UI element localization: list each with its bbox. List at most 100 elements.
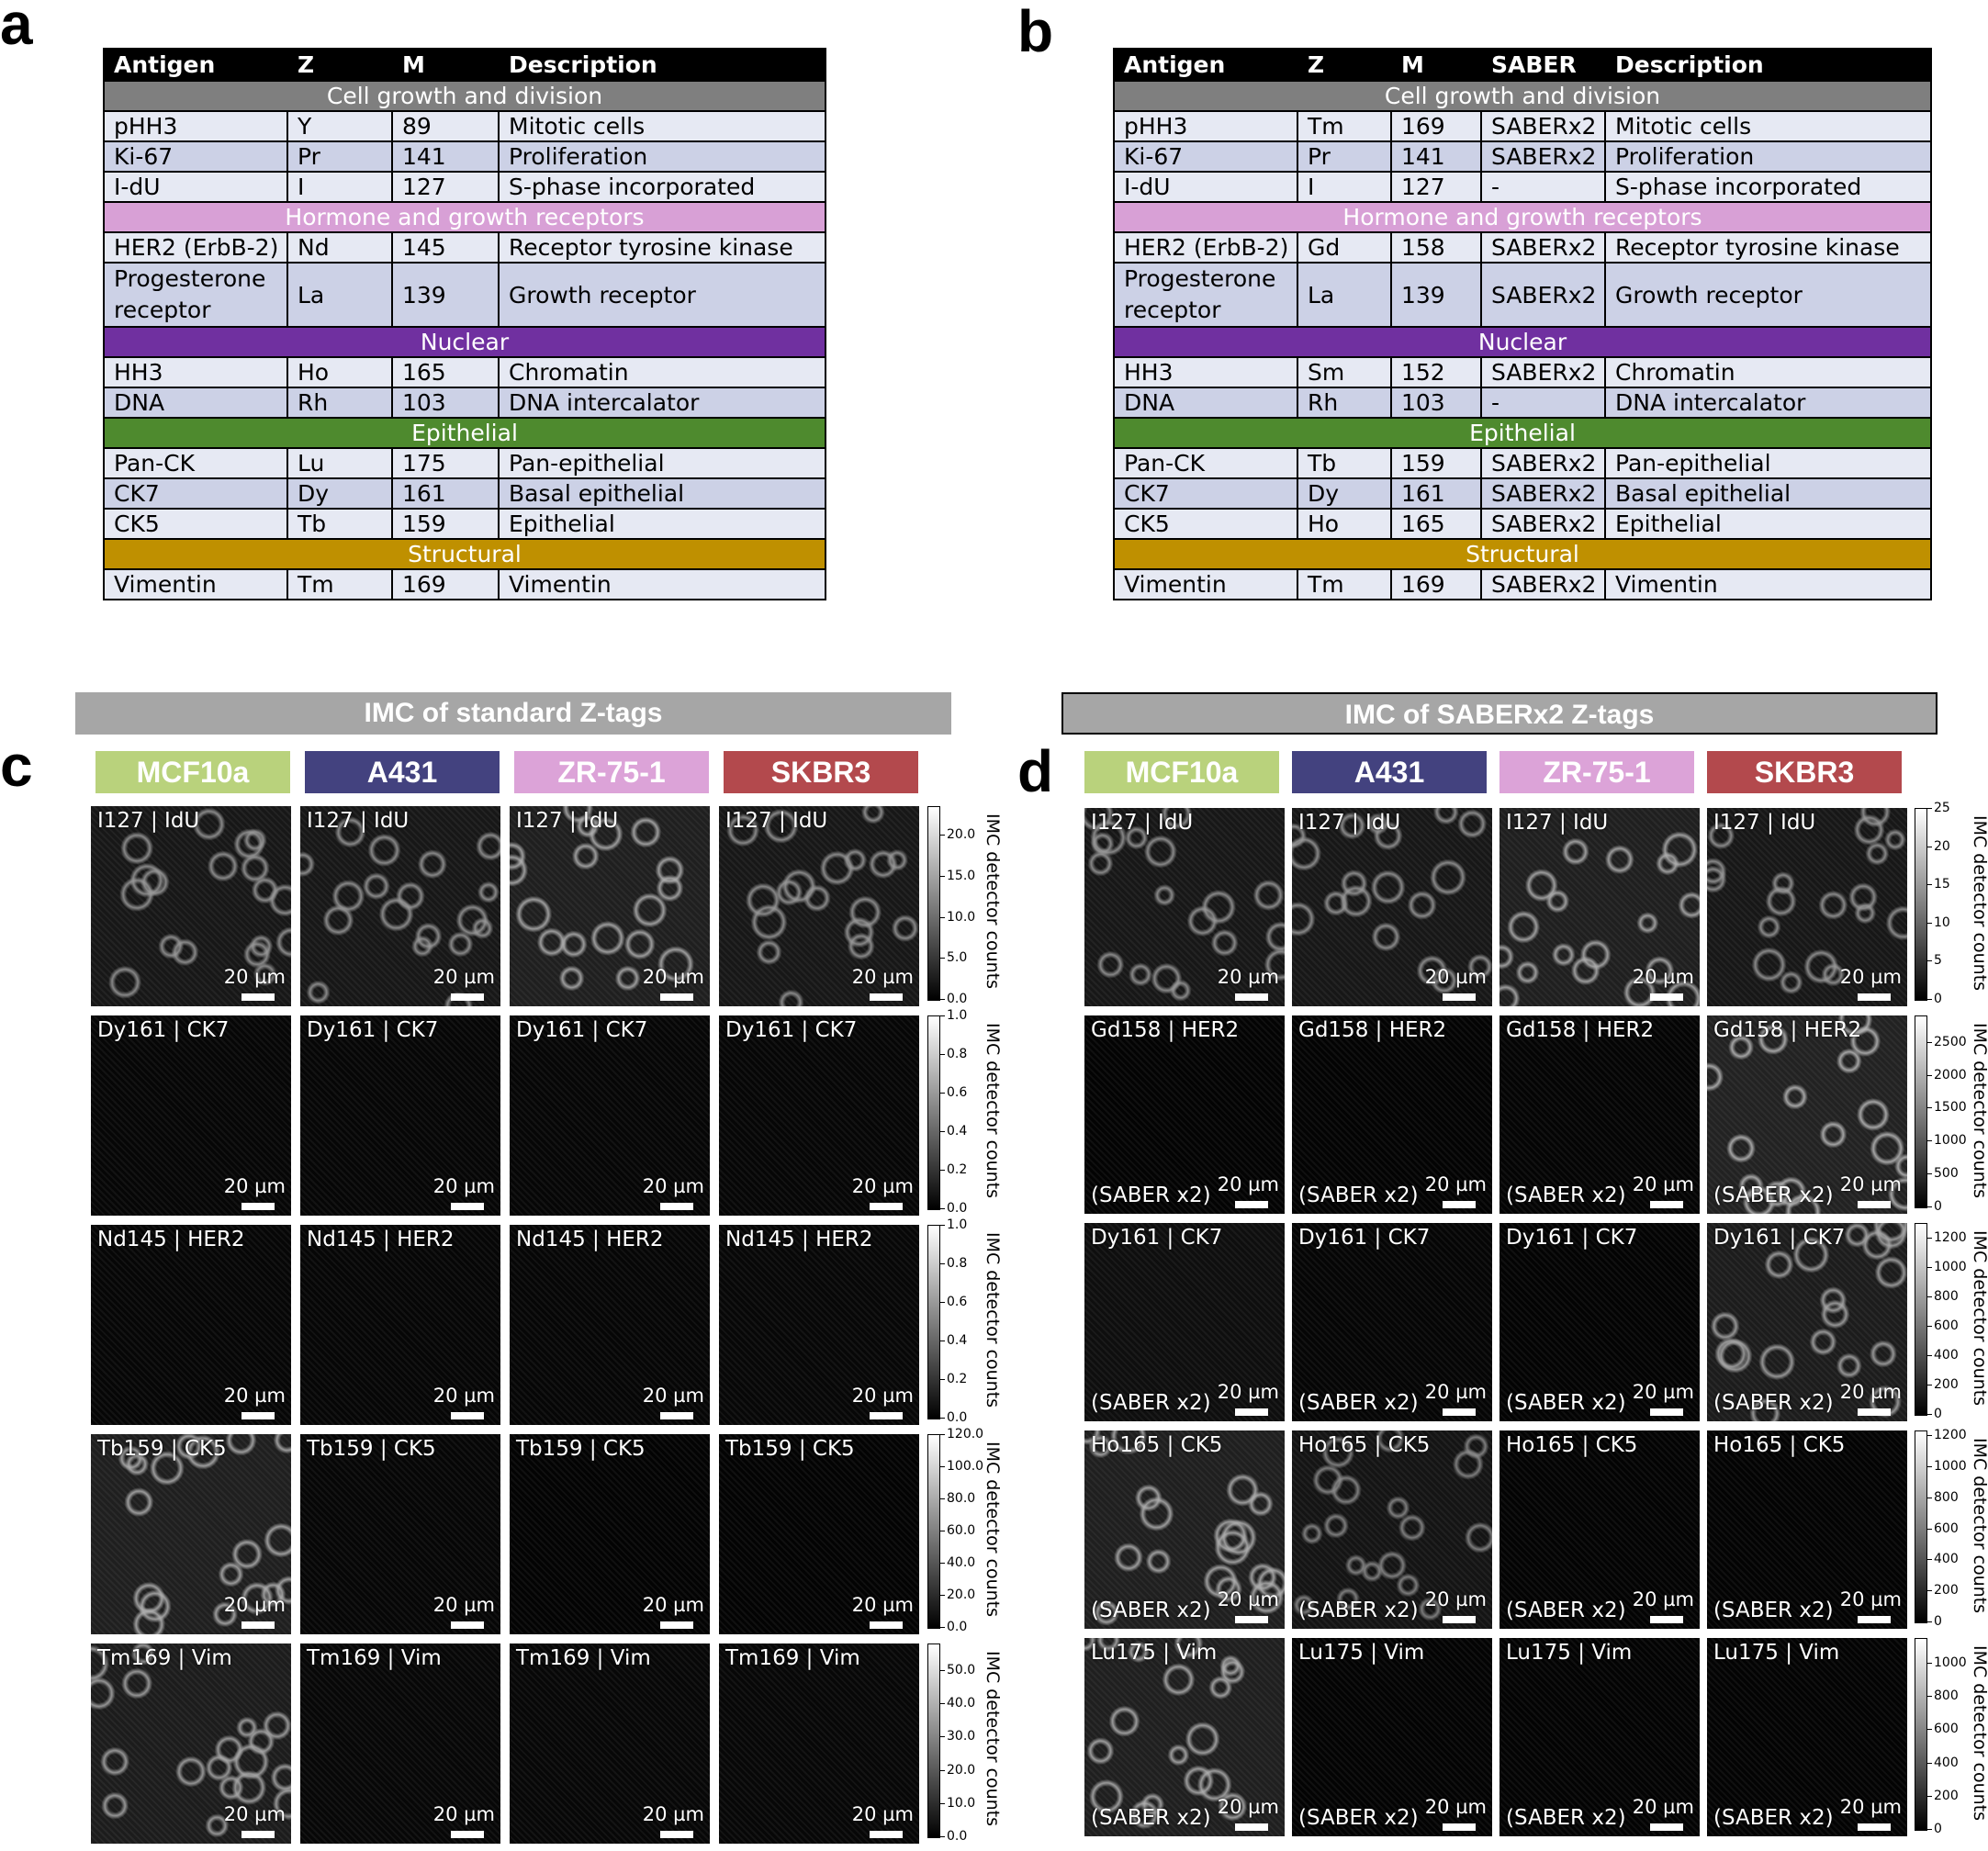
table-cell: CK7 <box>1113 477 1298 510</box>
channel-label: Lu175 | Vim <box>1298 1641 1425 1665</box>
table-cell: DNA intercalator <box>498 387 826 419</box>
scale-bar <box>1235 993 1268 1001</box>
channel-label: Ho165 | CK5 <box>1298 1433 1431 1457</box>
channel-label: I127 | IdU <box>1091 811 1194 835</box>
colorbar-tick <box>939 1770 945 1771</box>
table-cell: Mitotic cells <box>498 110 826 142</box>
table-category-row: Epithelial <box>103 417 826 449</box>
scale-bar <box>660 1831 693 1838</box>
table-row: HH3 Ho 165 Chromatin <box>103 356 826 388</box>
imc-image-tile: Nd145 | HER2 20 µm <box>91 1225 291 1425</box>
table-cell: 139 <box>391 262 500 328</box>
table-cell: Vimentin <box>103 568 288 600</box>
colorbar <box>1915 1430 1927 1623</box>
colorbar-tick <box>939 876 945 877</box>
table-cell: Dy <box>286 477 393 510</box>
channel-label: Lu175 | Vim <box>1091 1641 1218 1665</box>
scale-bar <box>241 1203 275 1210</box>
saber-tag-label: (SABER x2) <box>1298 1184 1419 1207</box>
scale-bar-label: 20 µm <box>851 966 914 988</box>
scale-bar <box>1650 1616 1683 1623</box>
category-label: Hormone and growth receptors <box>1113 201 1932 233</box>
saber-tag-label: (SABER x2) <box>1298 1391 1419 1415</box>
table-cell: Chromatin <box>498 356 826 388</box>
scale-bar-label: 20 µm <box>642 1385 704 1407</box>
scale-bar-label: 20 µm <box>1217 1381 1279 1403</box>
colorbar-title: IMC detector counts <box>1970 1023 1988 1199</box>
scale-bar-label: 20 µm <box>642 966 704 988</box>
scale-bar <box>241 1621 275 1629</box>
saber-tag-label: (SABER x2) <box>1713 1184 1834 1207</box>
colorbar-tick <box>1926 1435 1932 1436</box>
table-header-cell: Z <box>1297 48 1392 82</box>
table-row: Vimentin Tm 169 Vimentin <box>103 568 826 600</box>
table-cell: I <box>286 171 393 203</box>
imc-image-tile: Lu175 | Vim (SABER x2) 20 µm <box>1292 1638 1492 1836</box>
table-header-cell: Description <box>498 48 826 82</box>
table-cell: 127 <box>1390 171 1482 203</box>
scale-bar <box>660 993 693 1001</box>
saber-tag-label: (SABER x2) <box>1506 1391 1626 1415</box>
channel-label: Dy161 | CK7 <box>1298 1226 1431 1250</box>
table-cell: HH3 <box>1113 356 1298 388</box>
saber-tag-label: (SABER x2) <box>1506 1806 1626 1830</box>
colorbar-tick <box>1926 1796 1932 1797</box>
scale-bar-label: 20 µm <box>223 966 286 988</box>
table-cell: Gd <box>1297 231 1392 264</box>
channel-label: Tm169 | Vim <box>307 1646 442 1670</box>
scale-bar <box>1235 1201 1268 1208</box>
panel-letter-a: a <box>0 0 33 57</box>
category-label: Cell growth and division <box>103 80 826 112</box>
colorbar-tick <box>1926 1206 1932 1207</box>
channel-label: Tm169 | Vim <box>516 1646 651 1670</box>
channel-label: Tb159 | CK5 <box>97 1437 227 1461</box>
colorbar-tick <box>939 1498 945 1499</box>
colorbar-title: IMC detector counts <box>983 1442 1003 1618</box>
channel-label: Nd145 | HER2 <box>307 1228 455 1251</box>
table-cell: Basal epithelial <box>498 477 826 510</box>
imc-image-tile: Dy161 | CK7 20 µm <box>300 1015 500 1216</box>
table-cell: Proliferation <box>1604 140 1932 173</box>
colorbar-tick-label: 2500 <box>1934 1035 1967 1049</box>
table-cell: 159 <box>1390 447 1482 479</box>
colorbar-tick-label: 400 <box>1934 1756 1959 1770</box>
table-cell: Basal epithelial <box>1604 477 1932 510</box>
colorbar-tick-label: 0.8 <box>947 1047 968 1061</box>
table-row: DNA Rh 103 DNA intercalator <box>103 387 826 419</box>
colorbar-tick <box>1926 1696 1932 1697</box>
colorbar-tick <box>1926 1355 1932 1356</box>
table-cell: 141 <box>391 140 500 173</box>
table-cell: SABERx2 <box>1480 110 1606 142</box>
table-cell: Ho <box>286 356 393 388</box>
scale-bar-label: 20 µm <box>432 1594 495 1616</box>
colorbar-tick <box>1926 1075 1932 1076</box>
scale-bar-label: 20 µm <box>1839 1173 1902 1195</box>
colorbar-tick-label: 600 <box>1934 1318 1959 1333</box>
table-cell: Growth receptor <box>498 262 826 328</box>
imc-image-tile: I127 | IdU 20 µm <box>1084 808 1285 1006</box>
colorbar-tick <box>939 1736 945 1737</box>
scale-bar <box>451 1831 484 1838</box>
table-row: Progesterone receptor La 139 Growth recepto… <box>103 262 826 328</box>
colorbar-tick <box>939 1263 945 1264</box>
colorbar-tick-label: 0.0 <box>947 1620 968 1634</box>
colorbar-tick-label: 50.0 <box>947 1663 976 1677</box>
colorbar-tick-label: 500 <box>1934 1166 1959 1181</box>
colorbar-tick <box>1926 1173 1932 1174</box>
table-cell: La <box>1297 262 1392 328</box>
scale-bar <box>1443 993 1476 1001</box>
channel-label: Gd158 | HER2 <box>1713 1018 1862 1042</box>
colorbar-tick-label: 10 <box>1934 915 1950 930</box>
colorbar-tick-label: 0 <box>1934 992 1942 1006</box>
table-cell: 169 <box>391 568 500 600</box>
table-cell: Ki-67 <box>1113 140 1298 173</box>
channel-label: I127 | IdU <box>1298 811 1401 835</box>
imc-image-tile: Dy161 | CK7 20 µm <box>91 1015 291 1216</box>
antibody-table-standard: Antigen Z M Description Cell growth and div… <box>103 48 826 600</box>
colorbar-title: IMC detector counts <box>1970 1645 1988 1822</box>
imc-image-tile: Gd158 | HER2 (SABER x2) 20 µm <box>1084 1015 1285 1214</box>
imc-image-tile: Lu175 | Vim (SABER x2) 20 µm <box>1707 1638 1907 1836</box>
table-cell: Vimentin <box>1604 568 1932 600</box>
colorbar-tick-label: 600 <box>1934 1722 1959 1736</box>
scale-bar-label: 20 µm <box>1839 966 1902 988</box>
